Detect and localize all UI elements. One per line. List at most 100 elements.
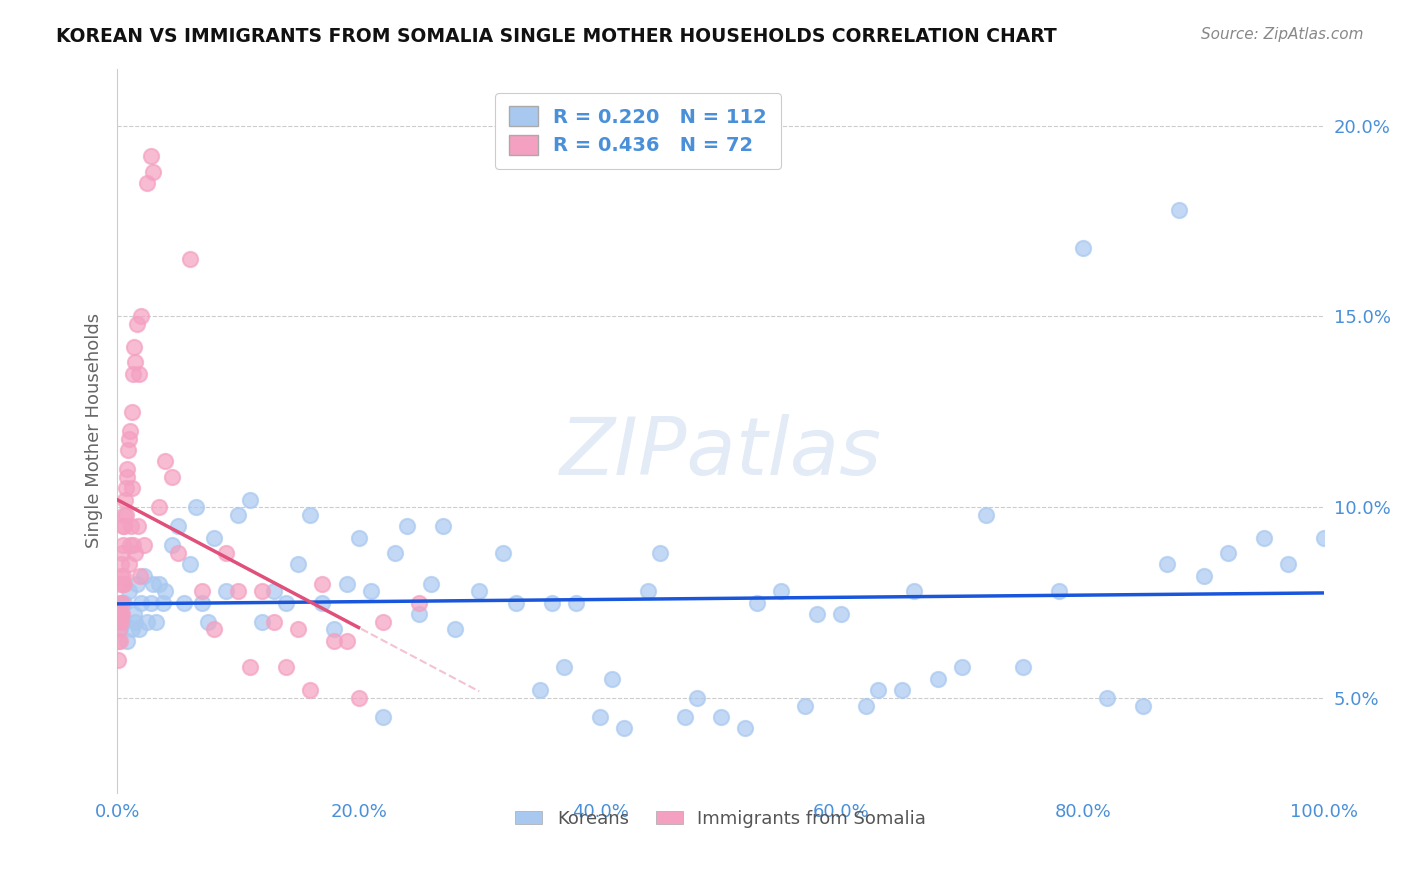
Point [107, 633, 129, 648]
Point [128, 367, 150, 381]
Point [166, 519, 188, 533]
Y-axis label: Single Mother Households: Single Mother Households [86, 313, 103, 549]
Point [118, 558, 141, 572]
Point [323, 633, 346, 648]
Point [505, 596, 527, 610]
Point [122, 340, 145, 354]
Point [600, 672, 623, 686]
Point [121, 481, 143, 495]
Point [673, 710, 696, 724]
Point [136, 176, 159, 190]
Point [117, 442, 139, 457]
Point [107, 607, 129, 621]
Point [155, 454, 177, 468]
Legend: Koreans, Immigrants from Somalia: Koreans, Immigrants from Somalia [508, 803, 934, 835]
Point [299, 683, 322, 698]
Point [155, 584, 177, 599]
Point [347, 531, 370, 545]
Point [830, 607, 852, 621]
Point [108, 633, 131, 648]
Point [110, 607, 132, 621]
Point [114, 508, 136, 522]
Point [806, 607, 828, 621]
Point [117, 469, 139, 483]
Point [127, 519, 149, 533]
Point [734, 722, 756, 736]
Point [111, 596, 134, 610]
Point [128, 623, 150, 637]
Point [770, 584, 793, 599]
Point [108, 615, 131, 629]
Point [124, 355, 146, 369]
Point [166, 546, 188, 560]
Point [710, 710, 733, 724]
Point [1132, 698, 1154, 713]
Point [110, 569, 132, 583]
Point [148, 500, 170, 515]
Point [311, 576, 333, 591]
Point [637, 584, 659, 599]
Point [142, 576, 165, 591]
Point [107, 653, 129, 667]
Point [114, 519, 136, 533]
Point [107, 623, 129, 637]
Point [118, 584, 141, 599]
Point [111, 538, 134, 552]
Point [118, 432, 141, 446]
Point [1071, 241, 1094, 255]
Point [553, 660, 575, 674]
Point [1047, 584, 1070, 599]
Point [125, 317, 148, 331]
Point [276, 660, 298, 674]
Point [745, 596, 768, 610]
Text: Source: ZipAtlas.com: Source: ZipAtlas.com [1201, 27, 1364, 42]
Point [118, 538, 141, 552]
Point [263, 615, 285, 629]
Point [179, 558, 201, 572]
Point [190, 596, 212, 610]
Point [110, 558, 132, 572]
Point [121, 623, 143, 637]
Point [110, 596, 132, 610]
Point [650, 546, 672, 560]
Point [226, 508, 249, 522]
Point [263, 584, 285, 599]
Point [132, 538, 155, 552]
Point [250, 615, 273, 629]
Point [468, 584, 491, 599]
Point [395, 519, 418, 533]
Point [111, 546, 134, 560]
Point [131, 596, 153, 610]
Point [1277, 558, 1299, 572]
Point [139, 596, 162, 610]
Point [202, 531, 225, 545]
Point [122, 367, 145, 381]
Point [685, 690, 707, 705]
Point [112, 569, 135, 583]
Point [121, 405, 143, 419]
Point [384, 546, 406, 560]
Point [125, 576, 148, 591]
Point [184, 500, 207, 515]
Point [1216, 546, 1239, 560]
Point [408, 596, 430, 610]
Point [239, 660, 262, 674]
Point [108, 576, 131, 591]
Point [145, 615, 167, 629]
Point [323, 623, 346, 637]
Point [250, 584, 273, 599]
Point [111, 607, 134, 621]
Point [1192, 569, 1215, 583]
Point [565, 596, 588, 610]
Point [112, 576, 135, 591]
Point [311, 596, 333, 610]
Point [120, 424, 142, 438]
Point [112, 519, 135, 533]
Point [950, 660, 973, 674]
Point [160, 538, 183, 552]
Point [335, 576, 357, 591]
Point [1168, 202, 1191, 217]
Point [197, 615, 219, 629]
Point [160, 469, 183, 483]
Point [215, 546, 238, 560]
